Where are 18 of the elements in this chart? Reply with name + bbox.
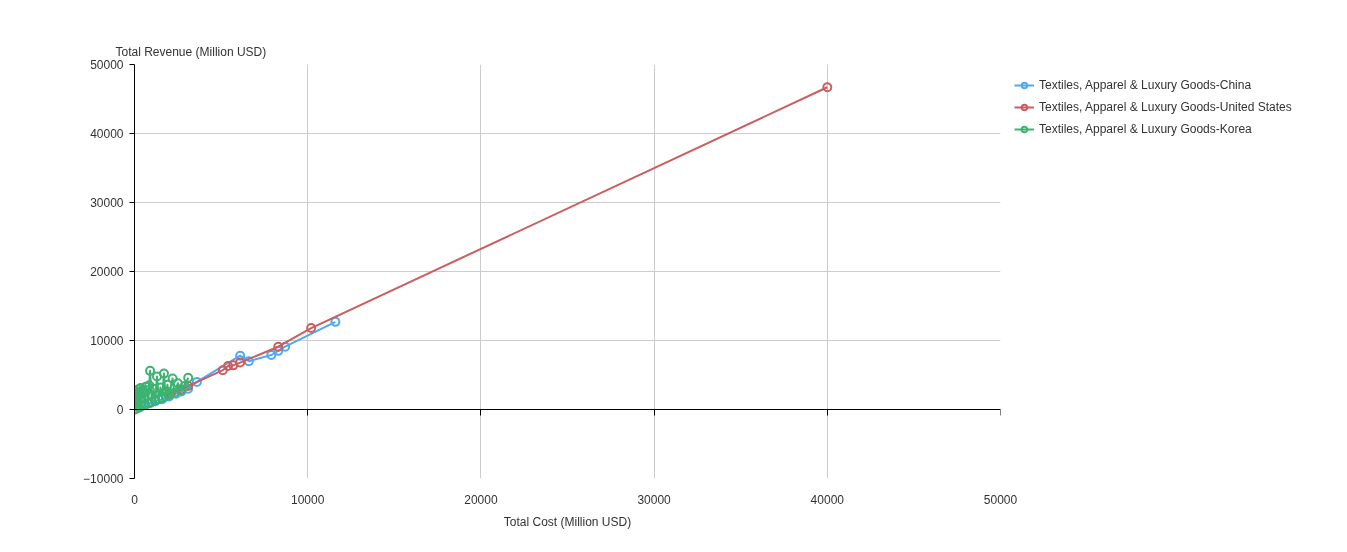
x-tick-label: 30000 bbox=[637, 492, 672, 507]
y-tick-label: 40000 bbox=[90, 127, 124, 141]
y-tick-label: 50000 bbox=[90, 58, 124, 72]
x-tick-label: 40000 bbox=[810, 492, 845, 507]
y-tick-label: 0 bbox=[116, 403, 124, 417]
x-tick-label: 0 bbox=[131, 492, 139, 507]
y-tick-label: −10000 bbox=[83, 472, 124, 486]
y-axis-title: Total Revenue (Million USD) bbox=[115, 44, 267, 59]
y-tick-label: 20000 bbox=[90, 265, 124, 279]
x-tick-label: 20000 bbox=[464, 492, 498, 507]
legend-label: Textiles, Apparel & Luxury Goods-United States bbox=[1039, 100, 1292, 114]
x-axis-title: Total Cost (Million USD) bbox=[503, 514, 632, 529]
x-tick-label: 10000 bbox=[291, 492, 325, 507]
x-tick-label: 50000 bbox=[983, 492, 1018, 507]
y-tick-label: 10000 bbox=[90, 334, 124, 348]
legend-label: Textiles, Apparel & Luxury Goods-China bbox=[1039, 78, 1252, 92]
y-tick-label: 30000 bbox=[90, 196, 124, 210]
legend-label: Textiles, Apparel & Luxury Goods-Korea bbox=[1039, 122, 1252, 136]
